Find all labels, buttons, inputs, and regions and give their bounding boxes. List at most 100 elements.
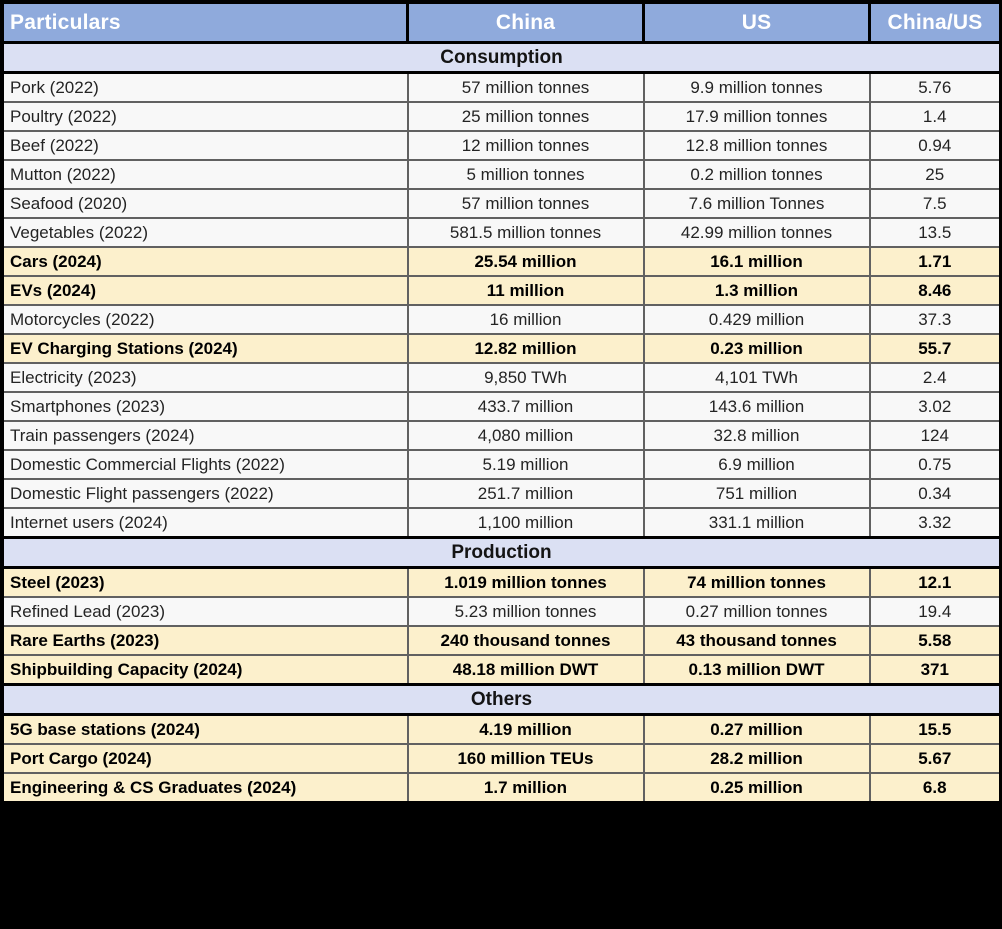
particulars-cell: Poultry (2022) (1, 101, 409, 132)
us-value-cell: 43 thousand tonnes (642, 625, 871, 656)
ratio-value-cell: 15.5 (868, 713, 1002, 745)
particulars-cell: 5G base stations (2024) (1, 713, 409, 745)
china-value-cell: 12.82 million (406, 333, 645, 364)
table-row: Cars (2024) 25.54 million 16.1 million 1.71 (1, 246, 1002, 277)
ratio-value-cell: 3.32 (868, 507, 1002, 539)
header-row: Particulars China US China/US (1, 1, 1002, 44)
particulars-cell: Seafood (2020) (1, 188, 409, 219)
china-value-cell: 1.019 million tonnes (406, 566, 645, 598)
particulars-cell: EVs (2024) (1, 275, 409, 306)
china-value-cell: 433.7 million (406, 391, 645, 422)
table-row: Electricity (2023) 9,850 TWh 4,101 TWh 2.4 (1, 362, 1002, 393)
particulars-cell: Refined Lead (2023) (1, 596, 409, 627)
section-title: Consumption (1, 41, 1002, 74)
particulars-cell: Engineering & CS Graduates (2024) (1, 772, 409, 804)
column-header-particulars: Particulars (1, 1, 409, 44)
column-header-china-us-ratio: China/US (868, 1, 1002, 44)
china-value-cell: 25.54 million (406, 246, 645, 277)
table-row: Refined Lead (2023) 5.23 million tonnes 0.… (1, 596, 1002, 627)
particulars-cell: Rare Earths (2023) (1, 625, 409, 656)
particulars-cell: Steel (2023) (1, 566, 409, 598)
ratio-value-cell: 0.75 (868, 449, 1002, 480)
section-row-others: Others (1, 683, 1002, 716)
table-row: Smartphones (2023) 433.7 million 143.6 mil… (1, 391, 1002, 422)
table-row: Domestic Commercial Flights (2022) 5.19 m… (1, 449, 1002, 480)
us-value-cell: 4,101 TWh (642, 362, 871, 393)
us-value-cell: 0.27 million (642, 713, 871, 745)
ratio-value-cell: 0.94 (868, 130, 1002, 161)
china-value-cell: 48.18 million DWT (406, 654, 645, 686)
china-value-cell: 57 million tonnes (406, 188, 645, 219)
ratio-value-cell: 25 (868, 159, 1002, 190)
table-row: EVs (2024) 11 million 1.3 million 8.46 (1, 275, 1002, 306)
ratio-value-cell: 1.4 (868, 101, 1002, 132)
china-us-comparison-table: Particulars China US China/US Consumptio… (1, 1, 1002, 804)
ratio-value-cell: 7.5 (868, 188, 1002, 219)
particulars-cell: Motorcycles (2022) (1, 304, 409, 335)
particulars-cell: Shipbuilding Capacity (2024) (1, 654, 409, 686)
particulars-cell: Port Cargo (2024) (1, 743, 409, 774)
ratio-value-cell: 2.4 (868, 362, 1002, 393)
ratio-value-cell: 19.4 (868, 596, 1002, 627)
column-header-china: China (406, 1, 645, 44)
ratio-value-cell: 371 (868, 654, 1002, 686)
ratio-value-cell: 5.67 (868, 743, 1002, 774)
table-row: EV Charging Stations (2024) 12.82 million… (1, 333, 1002, 364)
particulars-cell: Pork (2022) (1, 71, 409, 103)
us-value-cell: 12.8 million tonnes (642, 130, 871, 161)
table-row: Vegetables (2022) 581.5 million tonnes 42.… (1, 217, 1002, 248)
china-value-cell: 9,850 TWh (406, 362, 645, 393)
table-row: Port Cargo (2024) 160 million TEUs 28.2 mi… (1, 743, 1002, 774)
ratio-value-cell: 8.46 (868, 275, 1002, 306)
section-row-production: Production (1, 536, 1002, 569)
particulars-cell: Cars (2024) (1, 246, 409, 277)
china-value-cell: 1,100 million (406, 507, 645, 539)
particulars-cell: Domestic Commercial Flights (2022) (1, 449, 409, 480)
china-value-cell: 4.19 million (406, 713, 645, 745)
ratio-value-cell: 13.5 (868, 217, 1002, 248)
us-value-cell: 0.23 million (642, 333, 871, 364)
table-row: 5G base stations (2024) 4.19 million 0.27 … (1, 713, 1002, 745)
us-value-cell: 0.429 million (642, 304, 871, 335)
particulars-cell: Train passengers (2024) (1, 420, 409, 451)
china-value-cell: 251.7 million (406, 478, 645, 509)
particulars-cell: Vegetables (2022) (1, 217, 409, 248)
ratio-value-cell: 5.76 (868, 71, 1002, 103)
china-value-cell: 25 million tonnes (406, 101, 645, 132)
particulars-cell: Domestic Flight passengers (2022) (1, 478, 409, 509)
china-value-cell: 16 million (406, 304, 645, 335)
us-value-cell: 0.13 million DWT (642, 654, 871, 686)
particulars-cell: EV Charging Stations (2024) (1, 333, 409, 364)
ratio-value-cell: 3.02 (868, 391, 1002, 422)
section-row-consumption: Consumption (1, 41, 1002, 74)
us-value-cell: 32.8 million (642, 420, 871, 451)
table-row: Domestic Flight passengers (2022) 251.7 m… (1, 478, 1002, 509)
us-value-cell: 331.1 million (642, 507, 871, 539)
us-value-cell: 1.3 million (642, 275, 871, 306)
ratio-value-cell: 6.8 (868, 772, 1002, 804)
ratio-value-cell: 12.1 (868, 566, 1002, 598)
ratio-value-cell: 5.58 (868, 625, 1002, 656)
table-row: Engineering & CS Graduates (2024) 1.7 mil… (1, 772, 1002, 804)
particulars-cell: Mutton (2022) (1, 159, 409, 190)
china-value-cell: 4,080 million (406, 420, 645, 451)
particulars-cell: Smartphones (2023) (1, 391, 409, 422)
table-row: Mutton (2022) 5 million tonnes 0.2 million… (1, 159, 1002, 190)
us-value-cell: 6.9 million (642, 449, 871, 480)
us-value-cell: 0.2 million tonnes (642, 159, 871, 190)
us-value-cell: 42.99 million tonnes (642, 217, 871, 248)
us-value-cell: 143.6 million (642, 391, 871, 422)
us-value-cell: 74 million tonnes (642, 566, 871, 598)
ratio-value-cell: 55.7 (868, 333, 1002, 364)
china-value-cell: 160 million TEUs (406, 743, 645, 774)
us-value-cell: 0.25 million (642, 772, 871, 804)
section-title: Production (1, 536, 1002, 569)
us-value-cell: 751 million (642, 478, 871, 509)
particulars-cell: Electricity (2023) (1, 362, 409, 393)
china-value-cell: 57 million tonnes (406, 71, 645, 103)
china-value-cell: 1.7 million (406, 772, 645, 804)
column-header-us: US (642, 1, 871, 44)
us-value-cell: 9.9 million tonnes (642, 71, 871, 103)
china-value-cell: 5.23 million tonnes (406, 596, 645, 627)
